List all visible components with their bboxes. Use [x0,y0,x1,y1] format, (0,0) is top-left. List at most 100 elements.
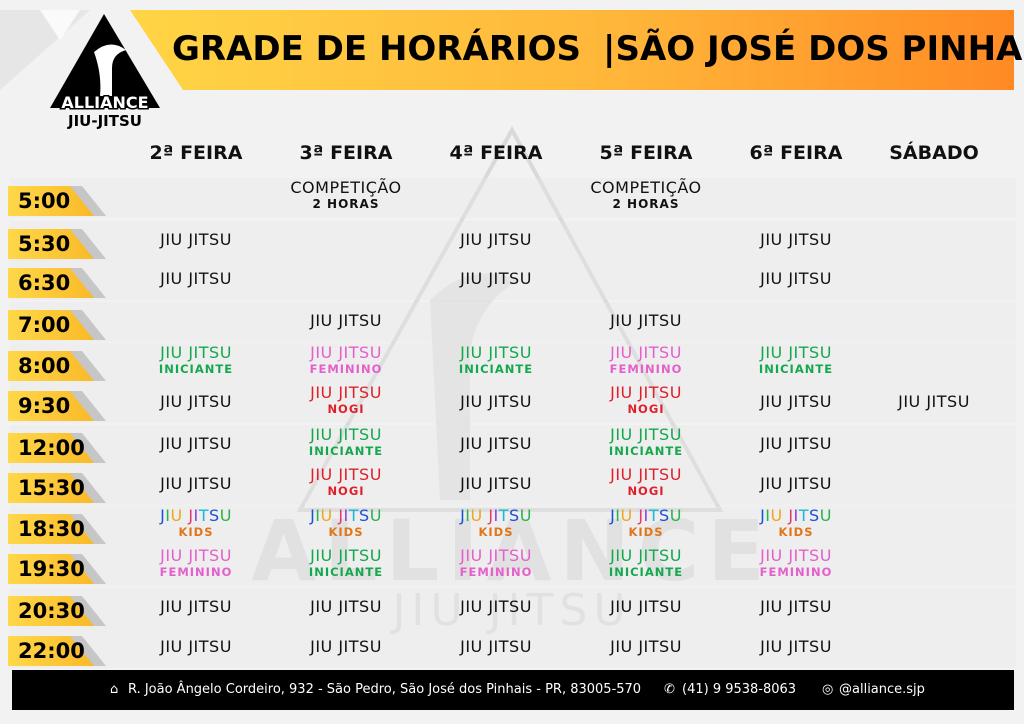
class-cell: JIU JITSU [121,270,271,288]
class-subtitle: INICIANTE [158,362,234,376]
class-cell: JIU JITSU KIDS [121,507,271,540]
class-subtitle: INICIANTE [608,565,684,579]
class-name: JIU JITSU [310,311,382,330]
time-slot: 20:30 [8,596,106,626]
class-name: JIU JITSU [610,425,682,444]
class-cell: JIU JITSU [271,638,421,656]
class-name: JIU JITSU [160,343,232,362]
class-subtitle: NOGI [627,484,665,498]
class-name: JIU JITSU [460,546,532,565]
class-name: JIU JITSU [310,343,382,362]
time-label: 12:00 [18,436,85,460]
time-label: 7:00 [18,313,71,337]
class-name: JIU JITSU [610,311,682,330]
time-label: 18:30 [18,517,85,541]
class-cell: JIU JITSU INICIANTE [271,547,421,580]
class-name: JIU JITSU [460,474,532,493]
class-subtitle: FEMININO [159,565,233,579]
day-header: SÁBADO [889,142,979,164]
time-slot: 6:30 [8,268,106,298]
time-slot: 7:00 [8,310,106,340]
time-slot: 18:30 [8,514,106,544]
class-name: JIU JITSU [760,434,832,453]
class-subtitle: FEMININO [309,362,383,376]
schedule-row [10,588,1016,628]
class-name: COMPETIÇÃO [590,178,702,197]
class-cell: JIU JITSU [421,231,571,249]
schedule-row [10,465,1016,505]
class-name: JIU JITSU [160,637,232,656]
class-cell: JIU JITSU [721,231,871,249]
day-header: 5ª FEIRA [599,142,693,164]
class-subtitle: NOGI [327,484,365,498]
class-subtitle: 2 HORAS [312,197,380,211]
class-cell: JIU JITSU [721,475,871,493]
class-subtitle: NOGI [327,402,365,416]
class-subtitle: 2 HORAS [612,197,680,211]
class-name: JIU JITSU [310,425,382,444]
class-subtitle: KIDS [478,525,514,539]
class-subtitle: INICIANTE [608,444,684,458]
time-label: 5:00 [18,189,71,213]
class-name: JIU JITSU [160,474,232,493]
class-name: JIU JITSU [460,343,532,362]
class-name: JIU JITSU [760,230,832,249]
day-header: 3ª FEIRA [299,142,393,164]
class-cell: JIU JITSU FEMININO [421,546,571,580]
class-subtitle: INICIANTE [758,362,834,376]
class-name: JIU JITSU [460,434,532,453]
time-slot: 5:30 [8,229,106,259]
class-name: JIU JITSU [160,269,232,288]
schedule-row [10,425,1016,465]
class-name: JIU JITSU [160,392,232,411]
class-name: JIU JITSU [460,637,532,656]
time-slot: 8:00 [8,351,106,381]
alliance-logo: ALLIANCE JIU-JITSU [50,14,160,130]
day-header: 6ª FEIRA [749,142,843,164]
class-cell: JIU JITSU INICIANTE [421,343,571,377]
time-label: 8:00 [18,354,71,378]
class-subtitle: FEMININO [459,565,533,579]
class-name: JIU JITSU [310,465,382,484]
footer-bar: ⌂ R. João Ângelo Cordeiro, 932 - São Ped… [12,670,1014,710]
class-name: JIU JITSU [310,383,382,402]
class-cell: JIU JITSU KIDS [571,507,721,540]
whatsapp-icon: ✆ [664,682,675,697]
class-name: JIU JITSU [760,269,832,288]
time-slot: 9:30 [8,391,106,421]
footer-phone: (41) 9 9538-8063 [682,682,797,697]
class-subtitle: KIDS [778,525,814,539]
class-subtitle: INICIANTE [308,565,384,579]
class-name: JIU JITSU [160,230,232,249]
class-name: JIU JITSU [760,546,832,565]
class-name: JIU JITSU [310,506,382,525]
class-cell: COMPETIÇÃO 2 HORAS [571,178,721,212]
time-slot: 15:30 [8,473,106,503]
class-name: JIU JITSU [160,434,232,453]
time-slot: 5:00 [8,186,106,216]
day-header: 2ª FEIRA [149,142,243,164]
class-subtitle: KIDS [178,525,214,539]
class-name: JIU JITSU [610,465,682,484]
class-name: JIU JITSU [610,383,682,402]
schedule-row [10,628,1016,668]
class-cell: JIU JITSU FEMININO [271,343,421,377]
class-cell: JIU JITSU INICIANTE [721,344,871,377]
class-cell: JIU JITSU [421,393,571,411]
class-cell: JIU JITSU [421,475,571,493]
class-cell: JIU JITSU NOGI [571,383,721,417]
class-cell: JIU JITSU FEMININO [721,546,871,580]
class-cell: JIU JITSU [271,598,421,616]
page-title: GRADE DE HORÁRIOS |SÃO JOSÉ DOS PINHAIS [172,24,1024,74]
class-cell: JIU JITSU FEMININO [121,547,271,580]
class-cell: JIU JITSU INICIANTE [571,425,721,459]
time-label: 20:30 [18,599,85,623]
schedule-row [10,178,1016,218]
title-main: GRADE DE HORÁRIOS [172,29,582,69]
logo-subtext: JIU-JITSU [67,112,142,130]
class-cell: JIU JITSU INICIANTE [571,547,721,580]
class-cell: JIU JITSU [721,598,871,616]
class-cell: JIU JITSU [121,475,271,493]
class-cell: JIU JITSU [121,393,271,411]
class-cell: JIU JITSU [721,393,871,411]
